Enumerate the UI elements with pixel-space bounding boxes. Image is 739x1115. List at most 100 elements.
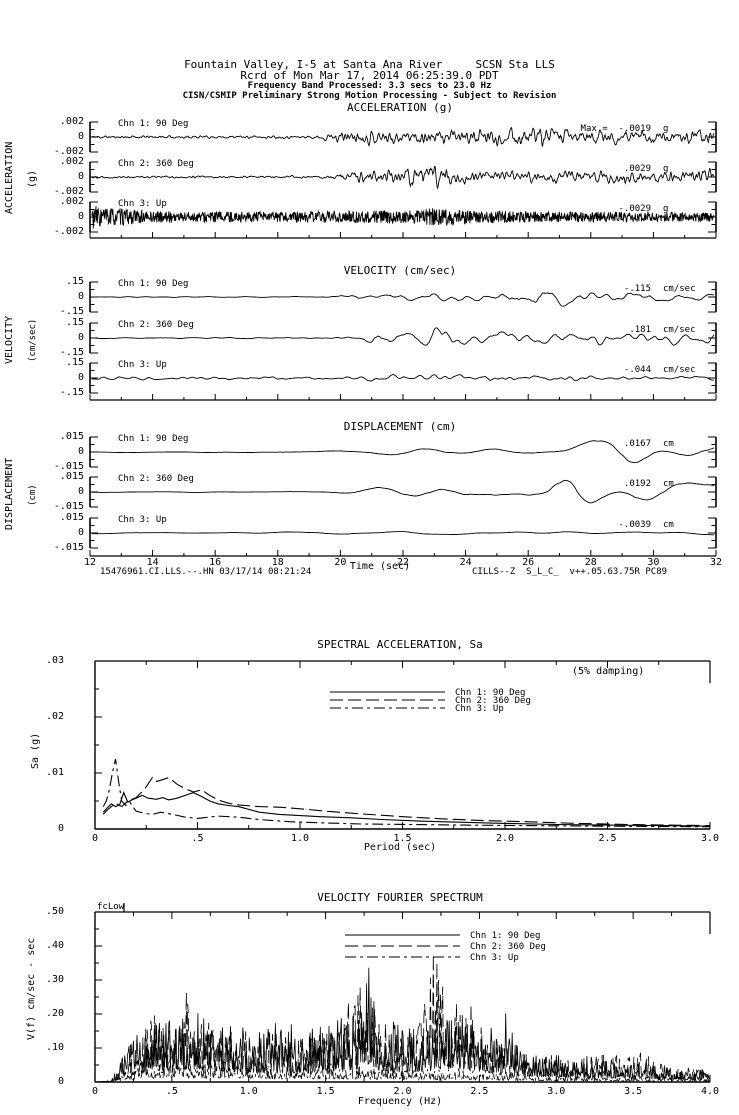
velocity-trace-channel-1 [92,292,715,307]
y-tick-label: 0 [77,291,84,302]
displacement-axis-label: DISPLACEMENT [4,457,15,531]
displacement-trace-channel-1 [92,440,715,464]
legend-label: Chn 1: 90 Deg [470,931,541,941]
fourier-y-tick-label: .20 [45,1008,64,1019]
velocity-traces-svg [89,281,717,401]
frequency-band-note: Frequency Band Processed: 3.3 secs to 23… [247,81,492,91]
peak-unit-label: cm/sec [663,325,696,335]
time-tick-label: 22 [396,557,410,568]
fourier-y-tick-label: .50 [45,906,64,917]
velocity-axis-label: VELOCITY [4,315,15,365]
sa-y-tick-label: .03 [45,655,64,666]
time-tick-label: 20 [334,557,347,568]
fourier-x-tick-label: 1.5 [316,1086,335,1097]
y-tick-label: -.002 [53,226,84,237]
y-tick-label: .15 [65,317,84,328]
fourier-x-tick-label: 0 [91,1086,99,1097]
record-id-footer: 15476961.CI.LLS.--.HN 03/17/14 08:21:24 [100,567,312,577]
fourier-curve-dashdot [95,1058,711,1083]
y-tick-label: 0 [77,527,84,538]
fourier-x-tick-label: 3.5 [624,1086,643,1097]
y-tick-label: -.015 [53,501,84,512]
channel-label: Chn 3: Up [118,515,167,525]
sa-plot-svg [94,660,711,830]
channel-label: Chn 1: 90 Deg [118,119,189,129]
peak-value-label: -.0039 [618,520,651,530]
displacement-trace-channel-3 [92,531,714,536]
y-tick-label: -.002 [53,186,84,197]
fourier-plot-svg [94,903,711,1083]
peak-unit-label: g [663,204,669,214]
peak-value-label: .0167 [623,439,651,449]
record-date: Rcrd of Mon Mar 17, 2014 06:25:39.0 PDT [240,69,499,82]
channel-label: Chn 3: Up [118,360,167,370]
y-tick-label: 0 [77,332,84,343]
fourier-x-tick-label: 4.0 [700,1086,720,1097]
peak-value-label: -.0029 [618,204,651,214]
sa-x-tick-label: 3.0 [700,833,720,844]
fourier-x-tick-label: 2.5 [470,1086,489,1097]
displacement-traces-svg [89,436,717,557]
channel-label: Chn 1: 90 Deg [118,279,189,289]
channel-label: Chn 3: Up [118,199,167,209]
time-tick-label: 18 [271,557,284,568]
peak-unit-label: g [663,164,669,174]
displacement-panel-title: DISPLACEMENT (cm) [343,420,457,433]
peak-value-label: -.044 [623,365,651,375]
acceleration-trace-channel-1 [92,126,715,148]
y-tick-label: 0 [77,372,84,383]
time-tick-label: 16 [209,557,222,568]
peak-unit-label: cm/sec [663,284,696,294]
y-tick-label: 0 [77,211,84,222]
y-tick-label: -.15 [59,347,84,358]
velocity-panel-title: VELOCITY (cm/sec) [343,264,457,277]
y-tick-label: -.015 [53,461,84,472]
processing-version-footer: CILLS--Z S_L_C_ v++.05.63.75R PC89 [472,567,668,577]
acceleration-panel-title: ACCELERATION (g) [347,101,453,114]
fourier-y-tick-label: .40 [45,940,64,951]
peak-value-label: .181 [629,325,651,335]
y-tick-label: 0 [77,131,84,142]
y-tick-label: .015 [59,512,84,523]
legend-label: Chn 2: 360 Deg [470,942,546,952]
sa-y-tick-label: .01 [45,767,64,778]
y-tick-label: .015 [59,431,84,442]
fourier-x-tick-label: 3.0 [547,1086,566,1097]
fourier-x-tick-label: 1.0 [239,1086,258,1097]
sa-x-tick-label: 1.0 [290,833,310,844]
damping-annotation: (5% damping) [572,666,645,677]
fourier-curve-dash [95,954,711,1083]
peak-unit-label: g [663,124,669,134]
sa-curve-solid [102,791,711,827]
y-tick-label: .002 [59,116,84,127]
period-axis-label: Period (sec) [363,842,437,853]
sa-curve-dashdot [102,758,711,828]
fourier-y-tick-label: 0 [57,1076,64,1087]
spectral-acceleration-title: SPECTRAL ACCELERATION, Sa [317,638,483,651]
time-tick-label: 14 [146,557,159,568]
y-tick-label: 0 [77,171,84,182]
y-tick-label: -.002 [53,146,84,157]
sa-x-tick-label: 0 [91,833,99,844]
y-tick-label: -.015 [53,542,84,553]
fourier-x-tick-label: 2.0 [393,1086,412,1097]
peak-unit-label: cm [663,439,674,449]
peak-value-label: .0029 [623,164,651,174]
sa-x-tick-label: 2.0 [495,833,515,844]
fourier-y-tick-label: .10 [45,1042,64,1053]
y-tick-label: .002 [59,156,84,167]
fourier-y-tick-label: .30 [45,974,64,985]
channel-label: Chn 2: 360 Deg [118,320,194,330]
y-tick-label: 0 [77,446,84,457]
sa-y-tick-label: .02 [45,711,64,722]
fourier-x-tick-label: .5 [165,1086,178,1097]
sa-y-tick-label: 0 [57,823,64,834]
time-tick-label: 30 [647,557,660,568]
y-tick-label: -.15 [59,306,84,317]
fourier-spectrum-title: VELOCITY FOURIER SPECTRUM [317,891,483,904]
acceleration-traces-svg [89,121,717,239]
processing-note: CISN/CSMIP Preliminary Strong Motion Pro… [182,91,557,101]
peak-value-label: -.115 [623,284,651,294]
velocity-trace-channel-2 [92,327,715,346]
time-axis-label: Time (sec) [349,561,411,572]
